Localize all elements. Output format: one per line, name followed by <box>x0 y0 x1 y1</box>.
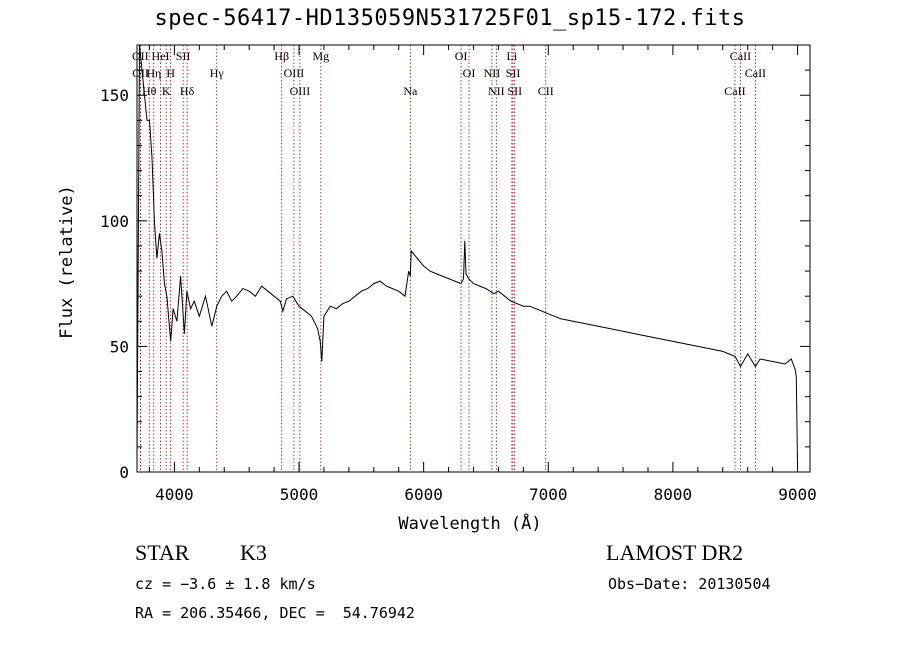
y-tick-label: 100 <box>100 212 129 231</box>
line-marker-label: OI <box>455 49 468 63</box>
line-marker-label: K <box>162 84 171 98</box>
line-marker-label: Hδ <box>180 84 195 98</box>
spectrum-line <box>136 44 798 465</box>
line-marker-label: CaII <box>745 66 766 80</box>
line-marker-label: Hγ <box>210 66 225 80</box>
line-marker-label: Hβ <box>274 49 289 63</box>
x-axis-label: Wavelength (Å) <box>398 512 541 534</box>
y-axis-label: Flux (relative) <box>57 185 77 339</box>
line-marker-label: HeI <box>152 49 170 63</box>
x-tick-label: 9000 <box>778 485 817 504</box>
line-marker-label: Hθ <box>142 84 157 98</box>
line-marker-label: H <box>166 66 175 80</box>
line-marker-label: NII <box>484 66 501 80</box>
x-tick-label: 5000 <box>280 485 319 504</box>
line-marker-label: Hη <box>146 66 161 80</box>
x-tick-label: 4000 <box>155 485 194 504</box>
line-marker-label: OI <box>463 66 476 80</box>
ra-dec: RA = 206.35466, DEC = 54.76942 <box>135 604 415 622</box>
line-marker-label: SII <box>506 66 521 80</box>
line-marker-label: SII <box>176 49 191 63</box>
line-marker-label: CaII <box>730 49 751 63</box>
redshift-cz: cz = −3.6 ± 1.8 km/s <box>135 575 316 593</box>
line-marker-label: SII <box>507 84 522 98</box>
object-subclass: K3 <box>240 540 267 565</box>
x-tick-label: 6000 <box>404 485 443 504</box>
y-tick-label: 150 <box>100 86 129 105</box>
x-tick-label: 7000 <box>529 485 568 504</box>
survey-name: LAMOST DR2 <box>606 540 744 565</box>
line-marker-label: Li <box>507 49 518 63</box>
y-tick-label: 0 <box>119 463 129 482</box>
line-marker-label: CII <box>538 84 554 98</box>
line-marker-label: NII <box>488 84 505 98</box>
axis-ticks: 4000 5000 6000 7000 8000 9000 0 50 100 150 <box>100 45 817 504</box>
line-marker-label: Na <box>403 84 418 98</box>
line-marker-label: Mg <box>312 49 329 63</box>
line-marker-label: OII <box>132 66 149 80</box>
object-class: STAR <box>135 540 190 565</box>
obs-date: Obs−Date: 20130504 <box>608 575 771 593</box>
chart-title: spec-56417-HD135059N531725F01_sp15-172.f… <box>154 6 746 31</box>
y-tick-label: 50 <box>110 337 129 356</box>
plot-frame <box>136 44 811 473</box>
line-marker-label: CaII <box>724 84 745 98</box>
x-tick-label: 8000 <box>654 485 693 504</box>
line-marker-label: OIII <box>284 66 305 80</box>
line-marker-label: OIII <box>290 84 311 98</box>
